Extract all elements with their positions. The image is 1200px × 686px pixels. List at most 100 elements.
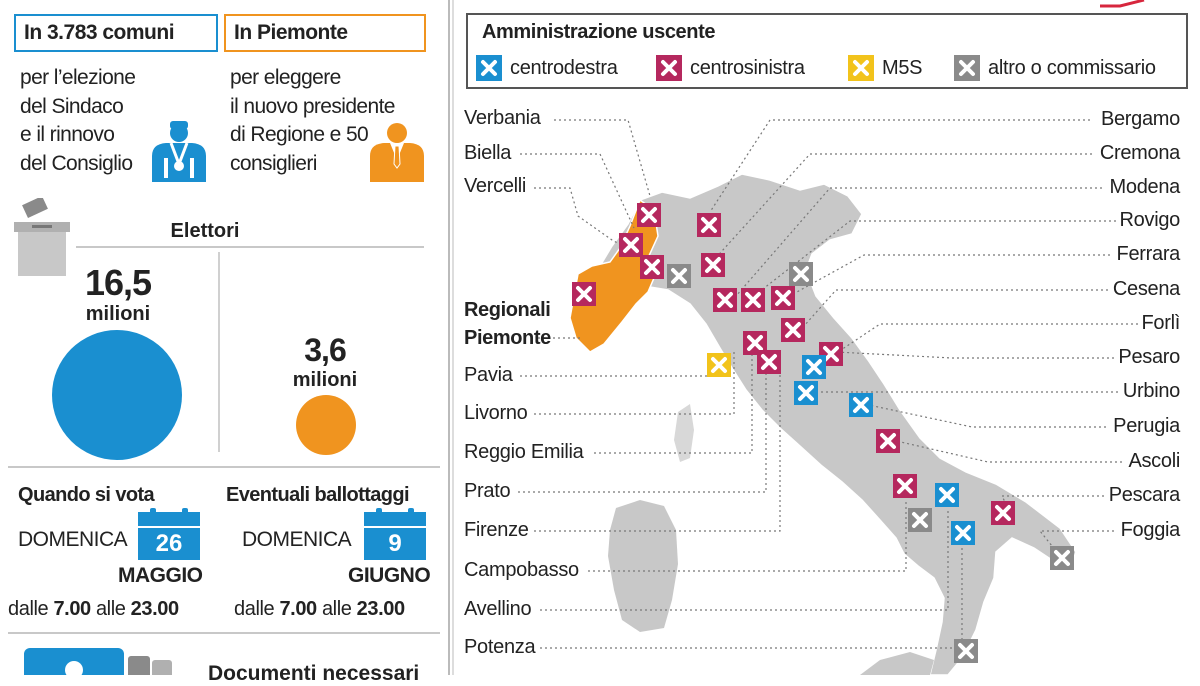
legend-label: centrodestra: [510, 56, 618, 79]
marker-centrodestra: [935, 483, 959, 507]
voters-total-number: 16,5: [84, 262, 152, 303]
corsica-island: [674, 404, 694, 462]
logo-fragment: [1100, 0, 1145, 8]
runoff-day: DOMENICA: [242, 528, 352, 551]
marker-centrodestra: [849, 393, 873, 417]
city-label-urbino: Urbino: [1122, 380, 1180, 402]
city-label-pescara: Pescara: [1108, 484, 1181, 506]
city-label-foggia: Foggia: [1120, 519, 1181, 541]
marker-centrosinistra: [713, 288, 737, 312]
voters-total-circle: [52, 330, 182, 460]
section-divider: [8, 632, 440, 634]
piemonte-desc-line: per eleggere: [230, 66, 341, 89]
marker-altro: [667, 264, 691, 288]
marker-altro: [1050, 546, 1074, 570]
voters-piemonte-circle: [295, 394, 357, 456]
x-mark-icon: [656, 55, 682, 81]
sicily-island: [860, 652, 934, 675]
city-label-cesena: Cesena: [1112, 278, 1180, 300]
piemonte-desc-line: consiglieri: [230, 151, 317, 175]
city-label-biella: Biella: [464, 142, 512, 164]
marker-centrosinistra: [781, 318, 805, 342]
calendar-icon: 26: [138, 508, 200, 560]
city-label-avellino: Avellino: [464, 598, 532, 620]
marker-centrodestra: [802, 355, 826, 379]
city-label-ascoli: Ascoli: [1128, 450, 1180, 472]
runoff-date-header: Eventuali ballottaggi: [226, 484, 410, 506]
marker-altro: [954, 639, 978, 663]
marker-centrodestra: [951, 521, 975, 545]
legend-title: Amministrazione uscente: [482, 21, 716, 43]
marker-centrosinistra: [991, 501, 1015, 525]
italy-map: [518, 119, 1138, 675]
comuni-desc-line: e il rinnovo: [20, 123, 115, 146]
marker-centrosinistra: [572, 282, 596, 306]
city-label-prato: Prato: [464, 480, 511, 502]
voters-piemonte-unit: milioni: [292, 369, 358, 391]
voting-hours: dalle 7.00 alle 23.00: [8, 598, 179, 620]
documents-header: Documenti necessari: [208, 662, 420, 685]
left-info-panel: In 3.783 comuni In Piemonte per l’elezio…: [0, 0, 450, 685]
marker-centrosinistra: [701, 253, 725, 277]
marker-centrosinistra: [893, 474, 917, 498]
city-label-pavia: Pavia: [464, 364, 513, 386]
legend: Amministrazione uscente centrodestra cen…: [466, 13, 1188, 89]
city-label-rovigo: Rovigo: [1119, 209, 1181, 231]
calendar-icon: 9: [364, 508, 426, 560]
marker-centrosinistra: [757, 350, 781, 374]
marker-m5s: [707, 353, 731, 377]
city-label-pesaro: Pesaro: [1118, 346, 1180, 368]
elettori-title: Elettori: [130, 220, 280, 243]
legend-label: centrosinistra: [690, 56, 805, 79]
city-label-vercelli: Vercelli: [464, 175, 527, 197]
city-label-bergamo: Bergamo: [1100, 108, 1180, 130]
legend-label: altro o commissario: [988, 56, 1156, 79]
runoff-date-number: 9: [364, 528, 426, 560]
city-label-perugia: Perugia: [1113, 415, 1180, 437]
marker-centrosinistra: [697, 213, 721, 237]
voters-piemonte-number: 3,6: [304, 332, 346, 368]
city-label-ferrara: Ferrara: [1116, 243, 1181, 265]
elettori-divider: [76, 246, 424, 248]
marker-centrosinistra: [876, 429, 900, 453]
comuni-header: In 3.783 comuni: [14, 14, 218, 52]
marker-centrosinistra: [771, 286, 795, 310]
section-divider: [8, 466, 440, 468]
voters-total-unit: milioni: [85, 303, 151, 325]
x-mark-icon: [848, 55, 874, 81]
x-mark-icon: [954, 55, 980, 81]
markers: [572, 203, 1074, 663]
id-card-icon: [24, 648, 172, 675]
legend-item-m5s: M5S: [848, 53, 923, 83]
city-label-cremona: Cremona: [1099, 142, 1180, 164]
marker-centrosinistra: [741, 288, 765, 312]
marker-centrodestra: [794, 381, 818, 405]
marker-altro: [789, 262, 813, 286]
city-label-verbania: Verbania: [464, 107, 541, 129]
marker-centrosinistra: [637, 203, 661, 227]
runoff-month: GIUGNO: [348, 564, 431, 587]
marker-altro: [908, 508, 932, 532]
marker-centrosinistra: [640, 255, 664, 279]
comuni-desc-line: per l’elezione: [20, 66, 136, 89]
legend-item-centrodestra: centrodestra: [476, 53, 618, 83]
comuni-desc-line: del Consiglio: [20, 151, 133, 175]
region-label-piemonte: Regionali Piemonte: [464, 299, 551, 349]
elettori-vertical-divider: [218, 252, 220, 452]
x-mark-icon: [476, 55, 502, 81]
legend-item-altro: altro o commissario: [954, 53, 1156, 83]
voting-month: MAGGIO: [118, 564, 203, 587]
piemonte-desc-line: il nuovo presidente: [230, 94, 395, 118]
voting-day: DOMENICA: [18, 528, 128, 551]
piemonte-description: per eleggere il nuovo presidente di Regi…: [230, 64, 395, 178]
comuni-desc-line: del Sindaco: [20, 94, 124, 118]
mayor-icon: [152, 121, 206, 182]
city-label-campobasso: Campobasso: [464, 559, 579, 581]
voting-date-header: Quando si vota: [18, 484, 155, 506]
piemonte-header: In Piemonte: [224, 14, 426, 52]
city-label-modena: Modena: [1109, 176, 1181, 198]
comuni-description: per l’elezione del Sindaco e il rinnovo …: [20, 64, 136, 178]
ballot-box-icon: [14, 198, 70, 276]
city-label-firenze: Firenze: [464, 519, 529, 541]
president-icon: [370, 123, 424, 182]
